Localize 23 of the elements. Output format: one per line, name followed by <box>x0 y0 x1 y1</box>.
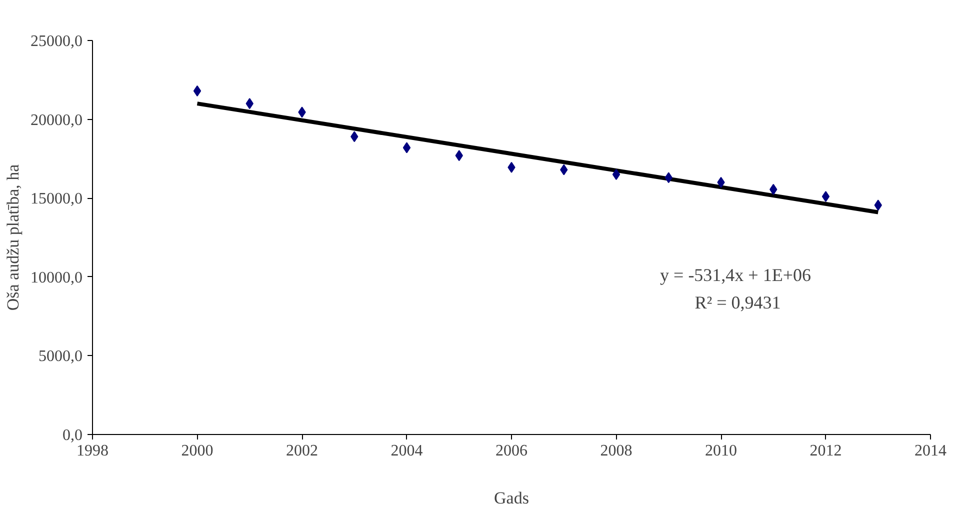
annotation: R² = 0,9431 <box>694 292 781 312</box>
y-tick-label: 0,0 <box>62 427 82 444</box>
point <box>193 85 202 96</box>
annotation: y = -531,4x + 1E+06 <box>660 264 811 285</box>
x-tick-label: 1998 <box>76 442 108 460</box>
x-tick-label: 2010 <box>705 442 737 460</box>
x-tick-label: 2004 <box>390 442 423 460</box>
y-tick-label: 10000,0 <box>30 269 82 286</box>
x-tick-label: 2012 <box>810 442 842 460</box>
x-tick-label: 2002 <box>286 442 318 460</box>
point <box>822 191 830 202</box>
point <box>612 168 620 180</box>
y-tick-label: 5000,0 <box>38 348 82 366</box>
x-tick-label: 2008 <box>600 442 632 460</box>
y-axis-title: Oša audžu platība, ha <box>4 164 22 311</box>
y-tick-label: 20000,0 <box>30 112 82 129</box>
y-tick-label: 25000,0 <box>30 33 82 50</box>
x-tick-label: 2000 <box>181 442 214 460</box>
y-tick-label: 15000,0 <box>30 190 82 208</box>
x-tick-label: 2014 <box>914 442 946 460</box>
x-axis-title: Gads <box>494 488 529 508</box>
point <box>402 142 411 154</box>
x-tick-label: 2006 <box>496 442 528 460</box>
